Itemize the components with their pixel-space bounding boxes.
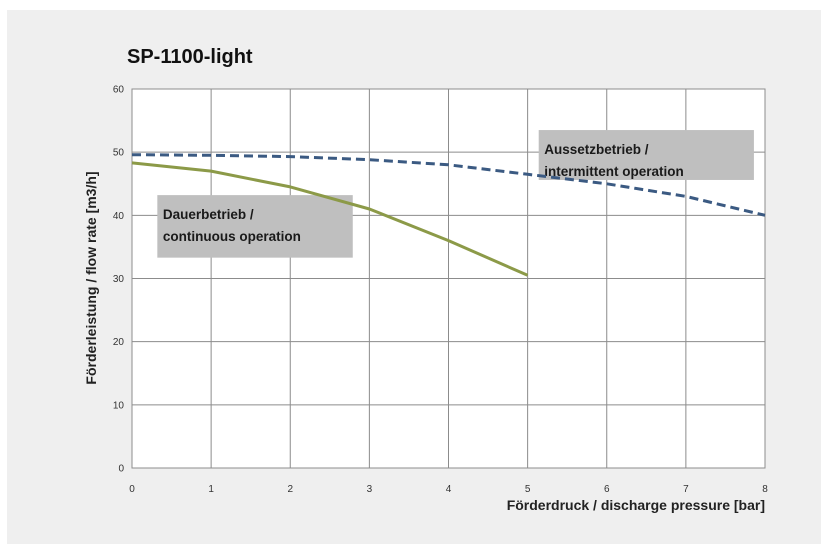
y-tick-label: 60 <box>113 85 125 96</box>
x-tick-label: 2 <box>287 484 293 495</box>
chart-title: SP-1100-light <box>127 46 253 68</box>
series-line-intermittent <box>131 153 766 217</box>
annotation-text-inter: Aussetzbetrieb / <box>544 142 649 157</box>
y-tick-label: 30 <box>113 274 125 285</box>
annotation-box-inter <box>538 130 754 180</box>
x-axis-title: Förderdruck / discharge pressure [bar] <box>507 497 765 513</box>
annotation-text-inter: intermittent operation <box>544 164 684 179</box>
annotation-box-cont <box>157 195 353 258</box>
series-lines <box>131 153 766 277</box>
x-tick-label: 3 <box>367 484 373 495</box>
y-tick-label: 40 <box>113 211 125 222</box>
y-tick-label: 50 <box>113 148 125 159</box>
x-tick-label: 4 <box>446 484 452 495</box>
y-tick-label: 0 <box>118 464 124 475</box>
annotation-text-cont: Dauerbetrieb / <box>163 207 254 222</box>
y-tick-labels: 0 10 20 30 40 50 60 <box>113 85 125 475</box>
x-tick-label: 6 <box>604 484 610 495</box>
y-tick-label: 10 <box>113 400 125 411</box>
annotation-text-cont: continuous operation <box>163 229 301 244</box>
x-tick-label: 7 <box>683 484 689 495</box>
annotations: Dauerbetrieb / continuous operation Ausset… <box>157 130 754 258</box>
x-tick-label: 8 <box>762 484 768 495</box>
x-tick-labels: 0 1 2 3 4 5 6 7 8 <box>129 484 768 495</box>
x-tick-label: 1 <box>208 484 214 495</box>
series-line-continuous <box>131 161 529 277</box>
y-tick-label: 20 <box>113 337 125 348</box>
x-tick-label: 5 <box>525 484 531 495</box>
x-tick-label: 0 <box>129 484 135 495</box>
y-axis-title: Förderleistung / flow rate [m3/h] <box>83 171 99 384</box>
